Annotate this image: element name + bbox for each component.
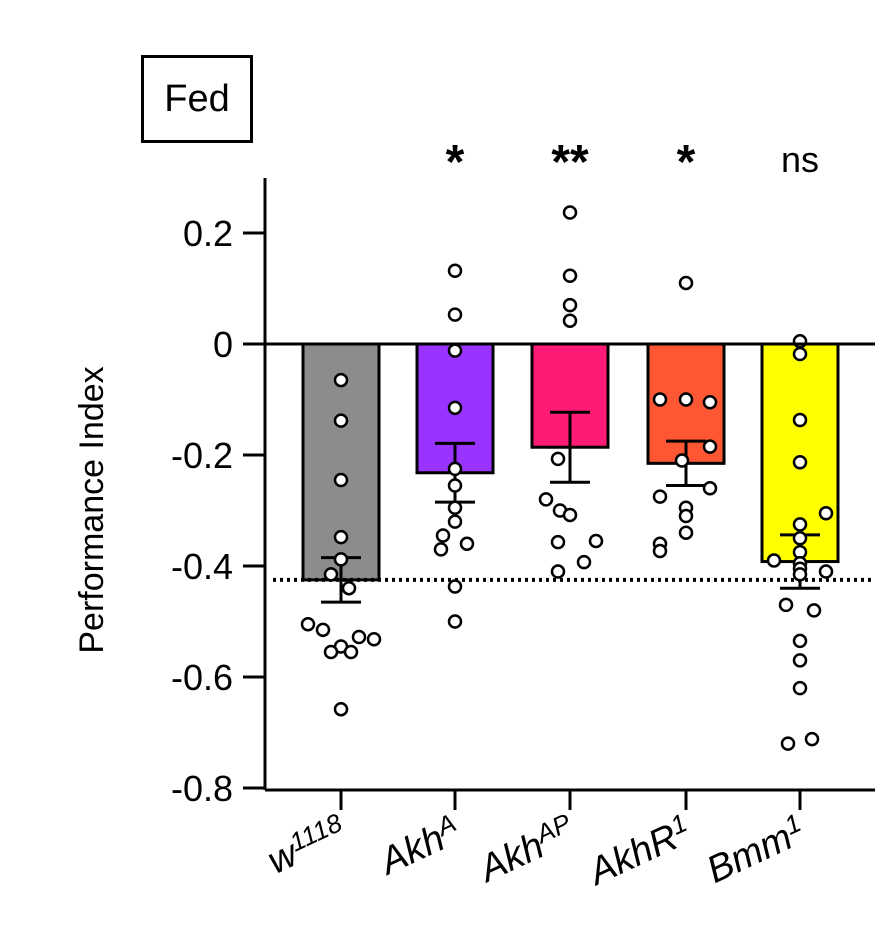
data-point-4-12 [818, 564, 834, 579]
data-point-3-10 [678, 525, 694, 540]
data-point-1-12 [447, 614, 463, 629]
data-point-3-2 [678, 392, 694, 407]
x-tick-label-0: w1118 [260, 807, 353, 882]
x-tick-label-4: Bmm1 [699, 807, 811, 891]
data-point-4-8 [766, 553, 782, 568]
data-point-4-2 [792, 412, 808, 428]
data-point-4-13 [778, 597, 794, 613]
x-label-sup-0: 1118 [285, 807, 347, 857]
data-point-0-0 [333, 372, 349, 388]
data-point-3-0 [678, 275, 694, 291]
data-point-2-4 [550, 451, 566, 467]
y-axis-label: Performance Index [73, 366, 111, 653]
data-point-3-12 [652, 543, 668, 559]
data-point-2-3 [562, 313, 578, 328]
x-tick-label-1: AkhA [371, 807, 467, 884]
data-point-0-13 [343, 644, 359, 660]
data-point-1-10 [433, 542, 449, 557]
data-point-1-4 [447, 461, 463, 477]
data-point-0-3 [333, 529, 349, 545]
data-point-4-15 [792, 633, 808, 649]
data-point-2-9 [550, 534, 566, 550]
data-point-3-9 [678, 508, 694, 524]
data-point-0-9 [351, 629, 367, 645]
data-point-0-4 [333, 552, 349, 567]
data-point-1-1 [447, 307, 463, 322]
data-point-1-7 [447, 514, 463, 529]
data-point-3-7 [652, 489, 668, 504]
data-point-1-8 [435, 528, 451, 543]
data-point-2-11 [550, 564, 566, 579]
y-tick-label-1: 0 [213, 324, 233, 365]
data-point-4-14 [806, 603, 822, 618]
data-point-0-10 [366, 632, 382, 647]
data-point-3-4 [702, 439, 718, 454]
data-point-4-3 [792, 454, 808, 470]
data-point-1-2 [447, 343, 463, 358]
data-point-0-12 [323, 644, 339, 660]
data-point-0-8 [315, 622, 331, 638]
data-point-4-6 [792, 531, 808, 546]
y-tick-label-5: -0.8 [171, 768, 233, 809]
data-point-2-8 [588, 533, 604, 549]
data-point-4-17 [792, 680, 808, 696]
data-point-2-0 [562, 205, 578, 220]
y-tick-label-4: -0.6 [171, 657, 233, 698]
data-point-1-5 [447, 478, 463, 493]
data-point-0-1 [333, 413, 349, 428]
data-point-1-3 [447, 400, 463, 416]
data-point-0-7 [300, 617, 316, 632]
significance-mark-3: * [677, 136, 696, 189]
data-point-2-10 [576, 554, 592, 570]
x-label-base-4: Bmm [701, 816, 799, 892]
data-point-2-7 [562, 507, 578, 523]
y-tick-label-3: -0.4 [171, 546, 233, 587]
data-point-3-6 [702, 481, 718, 496]
data-point-0-6 [341, 580, 357, 596]
data-point-4-11 [792, 567, 808, 582]
data-point-1-11 [447, 579, 463, 594]
x-tick-label-3: AkhR1 [580, 807, 698, 894]
data-point-4-19 [780, 736, 796, 751]
data-point-2-1 [562, 268, 578, 283]
x-label-base-3: AkhR [581, 816, 685, 894]
data-point-0-2 [333, 472, 349, 488]
data-point-3-5 [674, 453, 690, 468]
condition-label-box: Fed [141, 55, 253, 143]
significance-mark-4: ns [781, 139, 819, 180]
data-point-4-16 [792, 653, 808, 668]
data-point-1-0 [447, 263, 463, 278]
data-point-4-1 [792, 346, 808, 362]
data-point-4-4 [818, 506, 834, 521]
condition-label: Fed [164, 77, 230, 120]
data-point-0-14 [333, 701, 349, 717]
x-tick-label-2: AkhAP [470, 807, 582, 891]
data-point-2-5 [538, 492, 554, 507]
significance-mark-2: ** [551, 136, 589, 189]
data-point-2-2 [562, 297, 578, 313]
data-point-1-6 [447, 500, 463, 515]
y-tick-label-2: -0.2 [171, 435, 233, 476]
data-point-0-5 [323, 567, 339, 582]
y-tick-label-0: 0.2 [183, 213, 233, 254]
data-point-3-1 [652, 392, 668, 407]
data-point-3-3 [702, 395, 718, 410]
data-point-4-18 [804, 731, 820, 747]
significance-mark-1: * [446, 136, 465, 189]
data-point-1-9 [459, 536, 475, 552]
data-point-4-5 [792, 517, 808, 532]
